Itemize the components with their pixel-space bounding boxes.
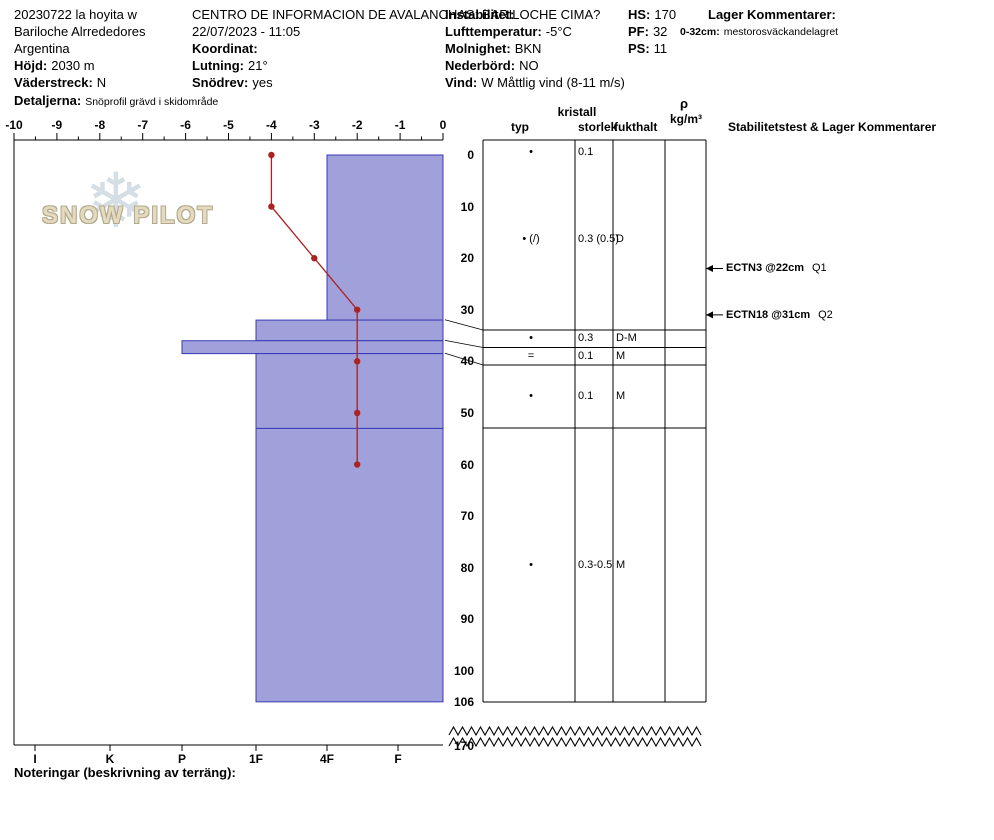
precip-row: Nederbörd: NO (445, 58, 539, 73)
wind-label: Vind: (445, 75, 478, 90)
precip-label: Nederbörd: (445, 58, 516, 73)
snow-layer-bar (255, 353, 444, 429)
temperature-point (311, 254, 318, 262)
temperature-point (354, 409, 361, 417)
stability-arrow (706, 311, 713, 319)
sky-row: Molnighet: BKN (445, 41, 541, 56)
temperature-point (354, 306, 361, 313)
wind-value: W Måttlig vind (8-11 m/s) (481, 75, 625, 90)
col-header-density-symbol: ρ (679, 96, 689, 111)
ps-row: PS: 11 (628, 41, 667, 56)
col-header-density-unit: kg/m³ (669, 112, 703, 126)
aspect-label: Väderstreck: (14, 75, 93, 90)
hs-value: 170 (654, 7, 677, 22)
airtemp-value: -5°C (545, 24, 572, 39)
elevation-row: Höjd: 2030 m (14, 58, 95, 73)
airtemp-row: Lufttemperatur: -5°C (445, 24, 572, 39)
elevation-value: 2030 m (51, 58, 95, 73)
temperature-point (354, 461, 361, 468)
aspect-value: N (96, 75, 107, 90)
col-header-crystal: kristall (557, 105, 597, 119)
details-row: Detaljerna: Snöprofil grävd i skidområde (14, 93, 218, 108)
pf-row: PF: 32 (628, 24, 667, 39)
notes-label: Noteringar (beskrivning av terräng): (14, 765, 236, 780)
snow-layer-bar (255, 319, 444, 342)
snowflake-icon: ❄ (84, 159, 148, 244)
organization-line: CENTRO DE INFORMACION DE AVALANCHAS: BAR… (192, 7, 601, 22)
temperature-point (354, 358, 361, 365)
details-value: Snöprofil grävd i skidområde (85, 96, 219, 108)
wind-row: Vind: W Måttlig vind (8-11 m/s) (445, 75, 625, 90)
snow-layer-bar (255, 427, 444, 703)
snowdrift-label: Snödrev: (192, 75, 249, 90)
ps-value: 11 (653, 41, 668, 56)
pf-value: 32 (652, 24, 668, 39)
snowdrift-value: yes (252, 75, 273, 90)
layer-connector-line (444, 340, 484, 348)
sky-label: Molnighet: (445, 41, 511, 56)
ps-label: PS: (628, 41, 650, 56)
depth-break-zigzag (448, 736, 702, 748)
details-label: Detaljerna: (14, 93, 82, 108)
pit-datetime: 22/07/2023 - 11:05 (192, 24, 301, 39)
slope-value: 21° (247, 58, 268, 73)
instability-label: Instabilitet: (445, 7, 515, 22)
col-header-size: storlek (578, 120, 618, 134)
logo-text: SNOW PILOT (42, 202, 214, 229)
coordinates-label: Koordinat: (192, 41, 258, 56)
layer-comment-range: 0-32cm: (680, 26, 720, 38)
layer-comments-label: Lager Kommentarer: (708, 7, 836, 22)
col-header-type: typ (511, 120, 529, 134)
layer-comment-row: 0-32cm: mestorosväckandelagret (680, 26, 838, 38)
snowdrift-row: Snödrev: yes (192, 75, 273, 90)
airtemp-label: Lufttemperatur: (445, 24, 542, 39)
pit-title: 20230722 la hoyita w (14, 7, 137, 22)
depth-break-zigzag (448, 725, 702, 737)
elevation-label: Höjd: (14, 58, 48, 73)
pf-label: PF: (628, 24, 649, 39)
layer-connector-line (444, 319, 484, 331)
temperature-point (268, 151, 275, 159)
slope-row: Lutning: 21° (192, 58, 268, 73)
hs-row: HS: 170 (628, 7, 676, 22)
snowpilot-logo: ❄ SNOW PILOT (38, 159, 218, 252)
temperature-point (268, 203, 275, 210)
pit-location: Bariloche Alrrededores (14, 24, 146, 39)
layer-comment-text: mestorosväckandelagret (723, 26, 839, 38)
hs-label: HS: (628, 7, 651, 22)
precip-value: NO (519, 58, 539, 73)
slope-label: Lutning: (192, 58, 244, 73)
stability-arrow (706, 264, 713, 272)
col-header-wetness: fukthalt (614, 120, 658, 134)
snow-layer-bar (326, 154, 444, 321)
pit-country: Argentina (14, 41, 70, 56)
col-header-stability: Stabilitetstest & Lager Kommentarer (728, 120, 937, 134)
aspect-row: Väderstreck: N (14, 75, 106, 90)
snow-layer-bar (181, 340, 444, 355)
layer-connector-line (444, 352, 484, 366)
sky-value: BKN (514, 41, 542, 56)
